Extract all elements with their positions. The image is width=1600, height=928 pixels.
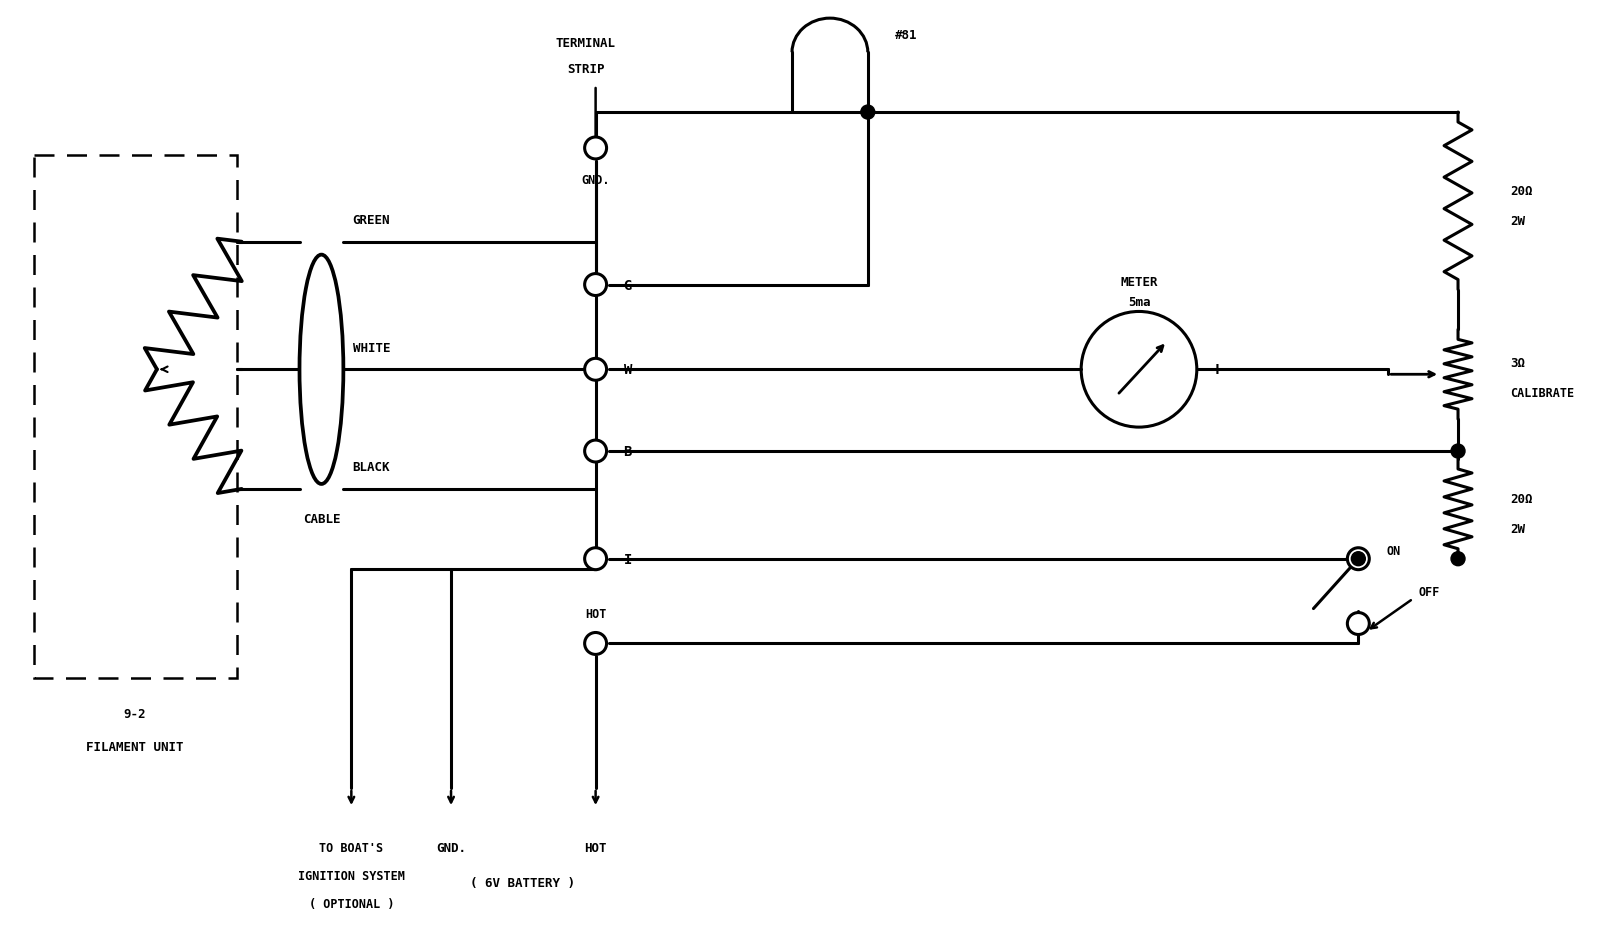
Ellipse shape [299,255,344,484]
Text: -: - [1056,361,1067,379]
Circle shape [584,275,606,296]
Circle shape [1352,552,1365,566]
Circle shape [1347,612,1370,635]
Text: OFF: OFF [1418,586,1440,599]
Circle shape [861,106,875,120]
Text: 3Ω: 3Ω [1510,356,1525,369]
Bar [34,156,237,678]
Circle shape [584,138,606,160]
Text: ( OPTIONAL ): ( OPTIONAL ) [309,897,394,910]
Text: +: + [1211,361,1222,379]
Text: 9-2: 9-2 [123,707,146,720]
Circle shape [584,633,606,655]
Text: GREEN: GREEN [352,214,390,227]
Circle shape [584,441,606,462]
Text: 2W: 2W [1510,522,1525,535]
Text: STRIP: STRIP [566,62,605,75]
Text: G: G [624,278,632,292]
Text: METER: METER [1120,276,1158,289]
Circle shape [1451,552,1466,566]
Text: FILAMENT UNIT: FILAMENT UNIT [86,740,184,753]
Text: TERMINAL: TERMINAL [555,37,616,50]
Text: W: W [624,363,632,377]
Text: 2W: 2W [1510,215,1525,228]
Text: ON: ON [1386,545,1400,558]
Text: CALIBRATE: CALIBRATE [1510,386,1574,399]
Text: ( 6V BATTERY ): ( 6V BATTERY ) [470,876,576,889]
Circle shape [1451,445,1466,458]
Text: IGNITION SYSTEM: IGNITION SYSTEM [298,870,405,883]
Text: 20Ω: 20Ω [1510,185,1533,198]
Text: GND.: GND. [581,174,610,187]
Text: CABLE: CABLE [302,513,341,526]
Text: WHITE: WHITE [352,342,390,354]
Circle shape [1347,548,1370,570]
Text: 20Ω: 20Ω [1510,493,1533,506]
Text: TO BOAT'S: TO BOAT'S [320,842,384,855]
Circle shape [584,359,606,380]
Text: B: B [624,445,632,458]
Text: HOT: HOT [586,608,606,621]
Text: BLACK: BLACK [352,461,390,474]
Text: I: I [624,552,632,566]
Text: GND.: GND. [437,842,466,855]
Text: #81: #81 [894,29,917,42]
Circle shape [584,548,606,570]
Text: 5ma: 5ma [1128,296,1150,309]
Text: HOT: HOT [584,842,606,855]
